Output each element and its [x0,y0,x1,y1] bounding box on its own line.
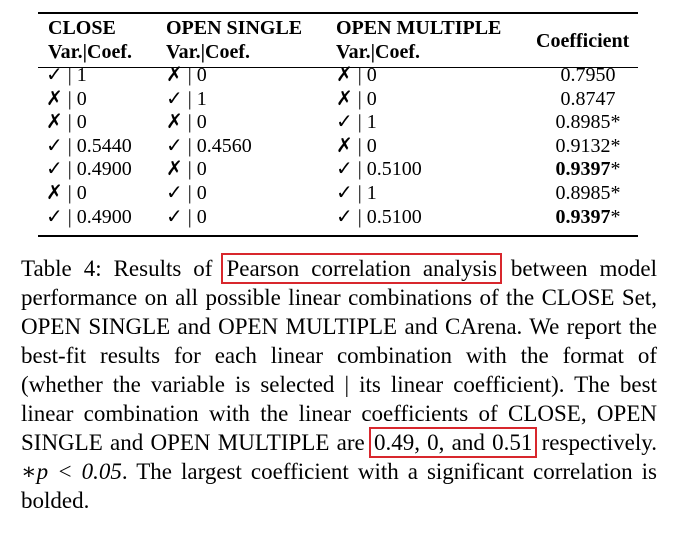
header-open-multiple: OPEN MULTIPLE Var.|Coef. [336,17,502,63]
cell-open-single: ✗ | 0 [166,64,207,86]
highlight-pearson: Pearson correlation analysis [221,253,502,284]
table-row: ✓ | 1 ✗ | 0 ✗ | 0 0.7950 [38,64,638,88]
table-caption: Table 4: Results of Pearson correlation … [21,253,658,515]
caption-paragraph: Table 4: Results of Pearson correlation … [21,253,658,515]
highlight-coefficients: 0.49, 0, and 0.51 [368,427,538,458]
cell-close: ✓ | 0.4900 [46,158,132,181]
table-row: ✓ | 0.4900 ✓ | 0 ✓ | 0.5100 0.9397* [38,206,638,230]
cell-open-multiple: ✗ | 0 [336,134,377,157]
cell-close: ✗ | 0 [46,111,87,134]
cell-open-single: ✓ | 0.4560 [166,134,252,157]
cell-close: ✓ | 0.4900 [46,205,132,228]
cell-open-multiple: ✗ | 0 [336,87,377,110]
table-top-rule [38,12,638,14]
table-row: ✓ | 0.4900 ✗ | 0 ✓ | 0.5100 0.9397* [38,158,638,182]
table-row: ✓ | 0.5440 ✓ | 0.4560 ✗ | 0 0.9132* [38,135,638,159]
cell-open-single: ✗ | 0 [166,158,207,181]
cell-coefficient: 0.8985* [555,111,621,134]
table-row: ✗ | 0 ✓ | 0 ✓ | 1 0.8985* [38,182,638,206]
table-mid-rule [38,67,638,68]
cell-coefficient: 0.8747 [560,87,616,110]
cell-coefficient: 0.8985* [555,181,621,204]
caption-text: Table 4: Results of [21,256,225,281]
caption-text: respectively. [534,430,658,455]
cell-coefficient: 0.9132* [555,134,621,157]
table-bottom-rule [38,235,638,237]
cell-close: ✓ | 0.5440 [46,134,132,157]
cell-close: ✗ | 0 [46,87,87,110]
table-row: ✗ | 0 ✓ | 1 ✗ | 0 0.8747 [38,88,638,112]
caption-text: between model performance on all possibl… [21,256,657,455]
cell-close: ✗ | 0 [46,181,87,204]
cell-open-single: ✓ | 0 [166,205,207,228]
cell-coefficient: 0.7950 [560,64,616,86]
cell-open-multiple: ✓ | 0.5100 [336,205,422,228]
header-close: CLOSE Var.|Coef. [48,17,133,63]
cell-open-single: ✓ | 0 [166,181,207,204]
cell-open-multiple: ✓ | 1 [336,111,377,134]
table-row: ✗ | 0 ✗ | 0 ✓ | 1 0.8985* [38,111,638,135]
header-coefficient: Coefficient [536,30,630,52]
significance-formula: ∗p < 0.05 [21,459,122,484]
cell-open-single: ✗ | 0 [166,111,207,134]
cell-open-single: ✓ | 1 [166,87,207,110]
cell-coefficient-best: 0.9397* [555,205,621,228]
table-body: ✓ | 1 ✗ | 0 ✗ | 0 0.7950 ✗ | 0 ✓ | 1 ✗ |… [38,64,638,229]
cell-open-multiple: ✓ | 1 [336,181,377,204]
cell-coefficient-best: 0.9397* [555,158,621,181]
cell-close: ✓ | 1 [46,64,87,86]
caption-text: . The largest coefficient with a signifi… [21,459,657,513]
cell-open-multiple: ✗ | 0 [336,64,377,86]
header-open-single: OPEN SINGLE Var.|Coef. [166,17,303,63]
cell-open-multiple: ✓ | 0.5100 [336,158,422,181]
